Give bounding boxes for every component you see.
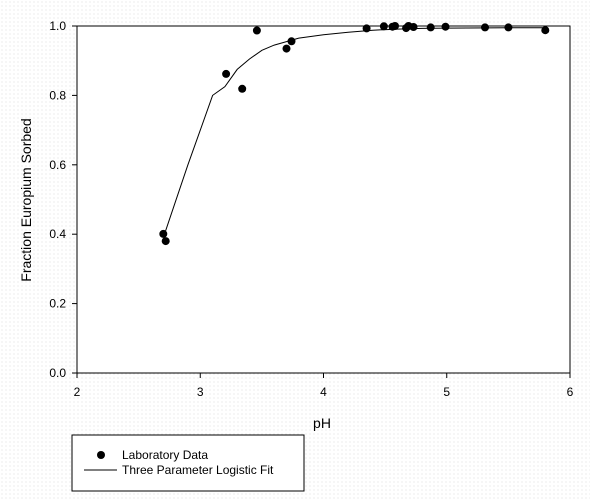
data-point	[362, 24, 371, 33]
x-tick-label: 3	[197, 385, 204, 399]
legend-marker-laboratory-data	[97, 451, 105, 459]
legend-box	[71, 434, 305, 492]
data-point	[161, 237, 170, 246]
plot-frame	[76, 25, 571, 374]
y-tick-label: 0.6	[49, 158, 66, 172]
y-tick-label: 0.8	[49, 88, 66, 102]
data-point	[426, 23, 435, 32]
legend-label-logistic-fit: Three Parameter Logistic Fit	[122, 463, 274, 477]
data-point	[441, 22, 450, 31]
legend: Laboratory Data Three Parameter Logistic…	[71, 434, 305, 492]
plot-area	[76, 25, 571, 374]
data-point	[222, 69, 231, 78]
data-point	[159, 229, 168, 238]
y-tick-label: 0.0	[49, 366, 66, 380]
data-point	[504, 23, 513, 32]
data-point	[252, 26, 261, 35]
x-axis-title: pH	[313, 415, 331, 431]
data-point	[409, 23, 418, 31]
data-points-group	[159, 22, 550, 246]
y-tick-label: 1.0	[49, 19, 66, 33]
data-point	[481, 23, 489, 32]
x-tick-label: 6	[567, 385, 574, 399]
x-tick-label: 2	[74, 385, 81, 399]
x-tick-label: 4	[320, 385, 327, 399]
y-tick-label: 0.4	[49, 227, 66, 241]
y-axis-ticks: 0.0 0.2 0.4 0.6 0.8 1.0	[49, 19, 77, 380]
data-point	[379, 22, 388, 31]
y-tick-label: 0.2	[49, 297, 66, 311]
fit-line-group	[162, 27, 546, 238]
legend-label-laboratory-data: Laboratory Data	[122, 448, 208, 462]
data-point	[541, 26, 550, 35]
y-axis-title: Fraction Europium Sorbed	[18, 118, 34, 281]
series-line-logistic-fit	[162, 27, 546, 238]
data-point	[391, 22, 399, 30]
data-point	[287, 37, 296, 46]
data-point	[282, 44, 291, 53]
x-tick-label: 5	[443, 385, 450, 399]
x-axis-ticks: 2 3 4 5 6	[74, 373, 574, 399]
data-point	[238, 84, 247, 93]
